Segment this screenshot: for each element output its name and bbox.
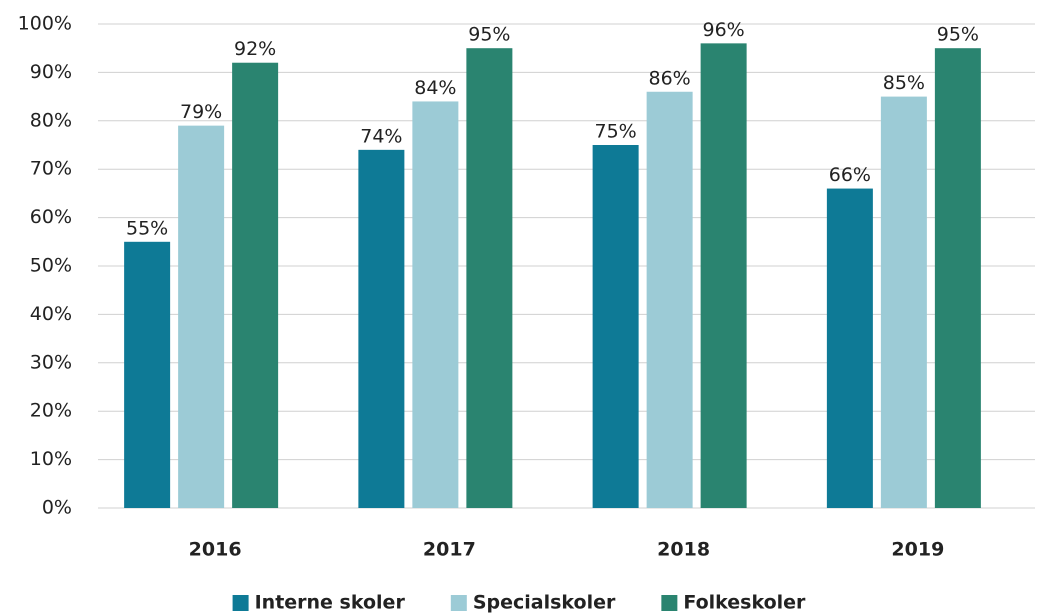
y-tick-label: 100% bbox=[18, 13, 72, 35]
bar bbox=[646, 91, 693, 508]
bar bbox=[232, 62, 279, 508]
legend-label: Folkeskoler bbox=[683, 592, 806, 614]
value-label: 86% bbox=[649, 67, 691, 89]
legend-label: Specialskoler bbox=[473, 592, 616, 614]
bar bbox=[412, 101, 459, 508]
y-tick-label: 90% bbox=[30, 61, 72, 83]
value-label: 95% bbox=[937, 24, 979, 46]
bar bbox=[124, 241, 171, 509]
legend-label: Interne skoler bbox=[255, 592, 406, 614]
value-label: 85% bbox=[883, 72, 925, 94]
value-label: 84% bbox=[414, 77, 456, 99]
legend-swatch bbox=[661, 595, 678, 611]
x-tick-label: 2016 bbox=[189, 539, 242, 561]
y-tick-label: 80% bbox=[30, 109, 72, 131]
value-label: 66% bbox=[829, 164, 871, 186]
x-tick-label: 2019 bbox=[891, 539, 944, 561]
y-tick-label: 40% bbox=[30, 303, 72, 325]
y-tick-label: 20% bbox=[30, 400, 72, 422]
value-label: 92% bbox=[234, 38, 276, 60]
y-tick-label: 50% bbox=[30, 255, 72, 277]
bar bbox=[880, 96, 927, 508]
x-tick-label: 2018 bbox=[657, 539, 710, 561]
value-label: 95% bbox=[468, 24, 510, 46]
bar bbox=[466, 48, 513, 508]
y-tick-label: 30% bbox=[30, 351, 72, 373]
bar bbox=[592, 145, 639, 508]
bar bbox=[826, 188, 873, 508]
value-label: 79% bbox=[180, 101, 222, 123]
value-label: 55% bbox=[126, 217, 168, 239]
x-tick-label: 2017 bbox=[423, 539, 476, 561]
bar bbox=[700, 43, 747, 509]
value-label: 74% bbox=[360, 125, 402, 147]
legend-swatch bbox=[232, 595, 249, 611]
y-tick-label: 60% bbox=[30, 206, 72, 228]
y-tick-label: 0% bbox=[42, 497, 72, 519]
y-tick-label: 10% bbox=[30, 448, 72, 470]
bar bbox=[178, 125, 225, 508]
value-label: 75% bbox=[595, 121, 637, 143]
legend-swatch bbox=[450, 595, 467, 611]
value-label: 96% bbox=[703, 19, 745, 41]
y-tick-label: 70% bbox=[30, 158, 72, 180]
bar bbox=[934, 48, 981, 508]
bar bbox=[358, 149, 405, 508]
